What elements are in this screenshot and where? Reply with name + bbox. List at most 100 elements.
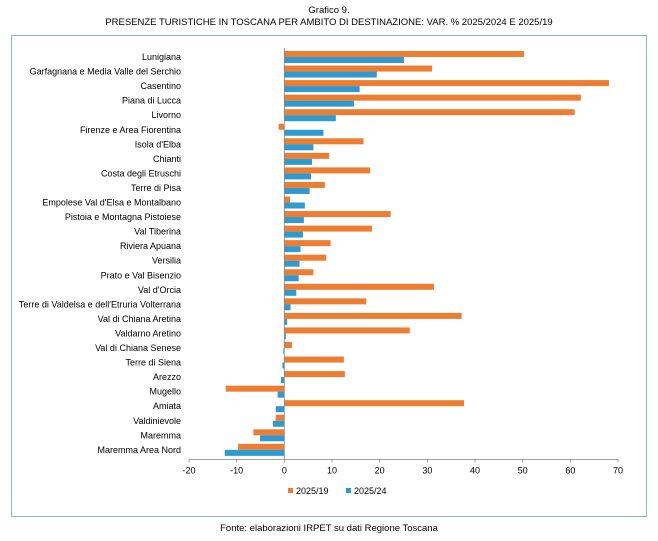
x-tick-label: 0 xyxy=(282,465,287,475)
bar-2025-19 xyxy=(284,138,364,145)
chart-title-line-2: PRESENZE TURISTICHE IN TOSCANA PER AMBIT… xyxy=(105,17,553,28)
legend-swatch-2025-24 xyxy=(346,488,351,493)
bar-2025-19 xyxy=(284,371,345,378)
category-label: Valdinievole xyxy=(133,416,181,426)
bar-2025-24 xyxy=(284,129,324,136)
category-label: Pistoia e Montagna Pistoiese xyxy=(65,212,181,222)
category-label: Piana di Lucca xyxy=(122,96,181,106)
bar-2025-19 xyxy=(284,240,331,247)
category-label: Casentino xyxy=(140,81,181,91)
category-label: Isola d'Elba xyxy=(135,139,181,149)
category-label: Terre di Valdelsa e dell'Etruria Volterr… xyxy=(19,299,181,309)
category-label: Versilia xyxy=(152,256,181,266)
bar-2025-19 xyxy=(284,181,325,188)
bar-2025-24 xyxy=(284,289,297,296)
bar-2025-24 xyxy=(284,100,354,107)
bar-2025-19 xyxy=(278,123,285,130)
x-tick-label: 70 xyxy=(613,465,623,475)
bar-2025-24 xyxy=(284,202,305,209)
category-label: Riviera Apuana xyxy=(120,241,181,251)
category-label: Empolese Val d'Elsa e Montalbano xyxy=(42,198,181,208)
bar-2025-19 xyxy=(238,443,285,450)
bar-2025-24 xyxy=(284,246,301,253)
bar-2025-19 xyxy=(284,312,462,319)
bar-2025-24 xyxy=(284,57,404,63)
category-label: Amiata xyxy=(153,401,181,411)
category-label: Val di Chiana Aretina xyxy=(98,314,181,324)
bar-2025-24 xyxy=(284,333,286,340)
chart-title-line-1: Grafico 9. xyxy=(308,5,350,16)
bar-2025-24 xyxy=(284,318,288,325)
bar-2025-19 xyxy=(284,94,581,101)
bar-2025-24 xyxy=(277,391,285,398)
category-label: Chianti xyxy=(153,154,181,164)
bar-2025-19 xyxy=(284,283,435,290)
bar-chart: Lunigiana Garfagnana e Media Valle del Se… xyxy=(19,48,623,496)
x-tick-label: -20 xyxy=(182,465,195,475)
bar-2025-19 xyxy=(284,225,373,232)
x-tick-label: 40 xyxy=(470,465,480,475)
x-tick-label: -10 xyxy=(230,465,243,475)
bar-2025-24 xyxy=(284,86,360,93)
bar-2025-19 xyxy=(284,167,371,174)
bar-2025-19 xyxy=(284,254,327,261)
bar-2025-24 xyxy=(284,144,314,151)
category-label: Lunigiana xyxy=(142,52,181,62)
bar-2025-19 xyxy=(225,385,285,392)
x-tick-label: 50 xyxy=(518,465,528,475)
bar-2025-19 xyxy=(284,298,367,305)
chart-frame: Lunigiana Garfagnana e Media Valle del Se… xyxy=(11,35,647,517)
category-label: Terre di Pisa xyxy=(131,183,181,193)
category-label: Mugello xyxy=(149,387,181,397)
x-tick-label: 60 xyxy=(565,465,575,475)
bar-2025-19 xyxy=(284,65,433,72)
category-label: Val Tiberina xyxy=(134,227,181,237)
bar-2025-19 xyxy=(284,356,344,363)
bar-2025-24 xyxy=(284,173,312,180)
source-note: Fonte: elaborazioni IRPET su dati Region… xyxy=(220,523,438,534)
x-tick-label: 30 xyxy=(422,465,432,475)
bar-2025-24 xyxy=(284,158,312,165)
category-label: Arezzo xyxy=(153,372,181,382)
bar-2025-19 xyxy=(284,342,292,348)
legend-label-2025-19: 2025/19 xyxy=(296,486,329,496)
category-label: Terre di Siena xyxy=(125,358,181,368)
bar-2025-24 xyxy=(284,304,291,311)
category-label: Prato e Val Bisenzio xyxy=(101,270,181,280)
bar-2025-24 xyxy=(284,231,303,238)
category-label: Costa degli Etruschi xyxy=(101,168,181,178)
bar-2025-19 xyxy=(284,51,525,57)
bar-2025-19 xyxy=(275,414,285,421)
x-tick-label: 20 xyxy=(375,465,385,475)
bar-2025-24 xyxy=(284,115,336,122)
category-label: Garfagnana e Media Valle del Serchio xyxy=(30,67,181,77)
bar-2025-19 xyxy=(284,211,391,218)
category-label: Valdarno Aretino xyxy=(115,328,181,338)
bar-2025-24 xyxy=(260,435,285,442)
bar-2025-19 xyxy=(284,269,314,276)
bar-2025-24 xyxy=(224,449,285,456)
bar-2025-19 xyxy=(284,400,465,407)
bar-2025-19 xyxy=(284,196,291,203)
bar-2025-24 xyxy=(284,260,300,267)
category-label: Firenze e Area Fiorentina xyxy=(80,125,181,135)
legend-label-2025-24: 2025/24 xyxy=(354,486,387,496)
category-label: Val d'Orcia xyxy=(138,285,181,295)
bar-2025-19 xyxy=(253,429,285,436)
legend-swatch-2025-19 xyxy=(288,488,293,493)
bar-2025-24 xyxy=(272,420,285,427)
bar-2025-24 xyxy=(283,348,285,354)
bar-2025-19 xyxy=(284,327,410,334)
bar-2025-24 xyxy=(284,187,310,194)
category-label: Maremma Area Nord xyxy=(97,445,181,455)
bar-2025-24 xyxy=(275,406,285,413)
bar-2025-24 xyxy=(280,377,285,384)
x-tick-label: 10 xyxy=(327,465,337,475)
bar-2025-24 xyxy=(284,71,377,78)
bar-2025-24 xyxy=(284,275,299,282)
bar-2025-24 xyxy=(284,217,304,224)
category-label: Maremma xyxy=(140,430,181,440)
category-label: Val di Chiana Senese xyxy=(95,343,181,353)
bar-2025-19 xyxy=(284,109,575,116)
bar-2025-19 xyxy=(284,80,609,87)
